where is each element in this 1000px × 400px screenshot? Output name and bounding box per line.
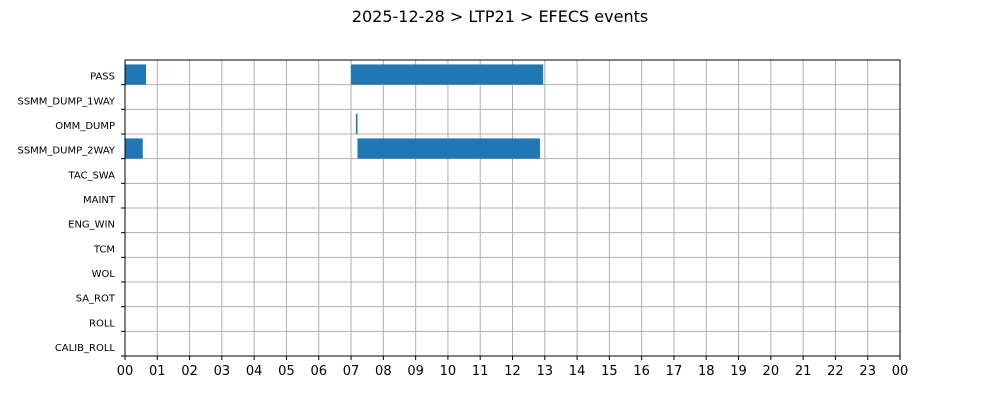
x-tick-label: 23 [859, 364, 876, 379]
y-tick-label: TAC_SWA [67, 170, 115, 181]
y-tick-label: ENG_WIN [68, 220, 115, 231]
plot-frame [124, 59, 901, 357]
event-bar [351, 64, 544, 85]
grid [124, 60, 901, 357]
x-tick-label: 07 [343, 364, 360, 379]
x-tick-label: 16 [633, 364, 650, 379]
x-tick-label: 13 [537, 364, 554, 379]
y-tick-label: ROLL [89, 318, 115, 329]
y-tick-label: SA_ROT [76, 294, 116, 305]
x-tick-label: 02 [181, 364, 198, 379]
chart-title: 2025-12-28 > LTP21 > EFECS events [352, 7, 648, 26]
x-tick-label: 09 [407, 364, 424, 379]
y-tick-label: PASS [90, 72, 115, 83]
x-tick-label: 03 [214, 364, 231, 379]
y-axis: PASS SSMM_DUMP_1WAY OMM_DUMP SSMM_DUMP_2WAY… [17, 72, 125, 357]
x-tick-label: 18 [698, 364, 715, 379]
x-tick-label: 08 [375, 364, 392, 379]
y-tick-label: WOL [92, 269, 116, 280]
y-tick-label: SSMM_DUMP_2WAY [17, 146, 115, 157]
x-tick-label: 00 [117, 364, 134, 379]
event-bar [357, 138, 540, 159]
x-tick-label: 20 [763, 364, 780, 379]
y-tick-label: CALIB_ROLL [55, 343, 116, 354]
x-tick-label: 10 [440, 364, 457, 379]
x-axis: 00 01 02 03 04 05 06 07 08 09 10 11 12 13 14 15 16 17 18 19… [117, 356, 909, 379]
x-tick-label: 19 [730, 364, 747, 379]
event-bars [125, 64, 544, 159]
y-tick-label: OMM_DUMP [55, 121, 115, 132]
x-tick-label: 15 [601, 364, 618, 379]
x-tick-label: 00 [892, 364, 909, 379]
x-tick-label: 04 [246, 364, 263, 379]
x-tick-label: 11 [472, 364, 489, 379]
event-bar [125, 138, 143, 159]
y-tick-label: MAINT [83, 195, 116, 206]
x-tick-label: 12 [504, 364, 521, 379]
x-tick-label: 05 [278, 364, 295, 379]
event-bar [125, 64, 146, 85]
x-tick-label: 06 [310, 364, 327, 379]
event-bar [355, 113, 358, 134]
x-tick-label: 14 [569, 364, 586, 379]
x-tick-label: 17 [666, 364, 683, 379]
x-tick-label: 21 [795, 364, 812, 379]
y-tick-label: SSMM_DUMP_1WAY [17, 96, 115, 107]
x-tick-label: 22 [827, 364, 844, 379]
y-tick-label: TCM [93, 244, 115, 255]
x-tick-label: 01 [149, 364, 166, 379]
